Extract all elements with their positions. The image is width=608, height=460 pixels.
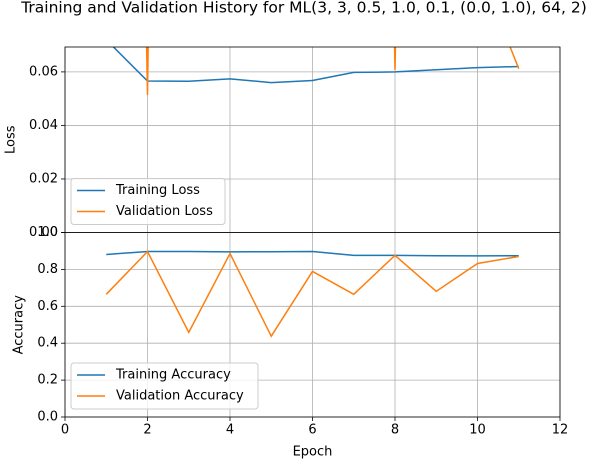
x-tick-label: 10 [469, 423, 486, 438]
y-tick-label: 0.2 [37, 373, 58, 388]
y-tick-label: 0.06 [29, 64, 58, 79]
series-line [106, 250, 519, 257]
y-tick-label: 0.4 [37, 336, 58, 351]
x-tick-label: 8 [391, 423, 399, 438]
legend-label: Training Accuracy [115, 368, 231, 383]
y-axis-label: Accuracy [12, 295, 27, 355]
x-tick-label: 6 [308, 423, 316, 438]
chart-title: Training and Validation History for ML(3… [20, 0, 587, 17]
x-tick-label: 4 [226, 423, 234, 438]
y-axis-label: Loss [4, 125, 19, 154]
y-tick-label: 0.04 [29, 118, 58, 133]
y-tick-label: 0.0 [37, 410, 58, 425]
legend-label: Validation Accuracy [116, 389, 244, 404]
x-tick-label: 2 [143, 423, 151, 438]
axes-frame [64, 232, 561, 418]
y-tick-label: 0.00 [29, 225, 58, 240]
y-tick-label: 0.8 [37, 262, 58, 277]
y-tick-label: 0.02 [29, 171, 58, 186]
legend-label: Training Loss [115, 183, 200, 198]
x-tick-label: 0 [61, 423, 69, 438]
y-tick-label: 0.6 [37, 299, 58, 314]
series-line [112, 47, 519, 84]
legend-box [70, 178, 226, 225]
legend-box [70, 362, 259, 410]
series-line [105, 250, 519, 338]
y-tick-label: 1.0 [37, 225, 58, 240]
x-tick-label: 12 [552, 423, 569, 438]
legend-label: Validation Loss [116, 204, 213, 219]
x-axis-label: Epoch [293, 445, 333, 460]
